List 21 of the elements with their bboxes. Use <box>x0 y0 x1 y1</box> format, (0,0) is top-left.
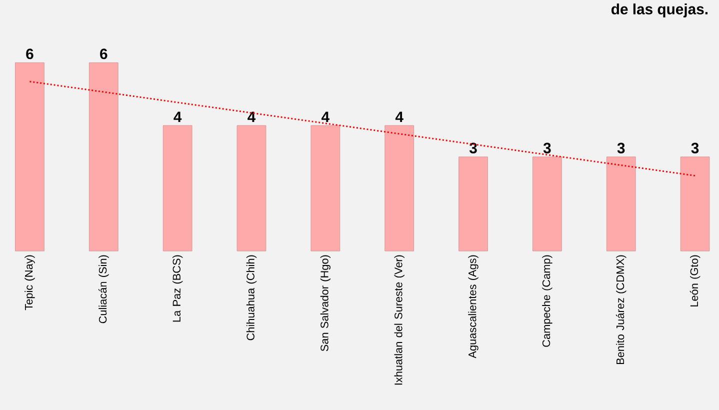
data-label: 6 <box>100 48 108 59</box>
data-label: 4 <box>248 112 256 122</box>
data-label: 4 <box>322 112 330 122</box>
data-label: 4 <box>174 112 182 122</box>
x-tick-label: Culiacán (Sin) <box>98 255 109 323</box>
data-label: 3 <box>617 142 625 154</box>
x-tick-label: Campeche (Camp) <box>542 255 552 347</box>
data-label: 3 <box>469 142 477 154</box>
x-tick-label: Aguascalientes (Ags) <box>468 255 478 358</box>
data-label: 6 <box>26 48 34 59</box>
x-tick-label: Benito Juárez (CDMX) <box>616 255 626 364</box>
data-label: 4 <box>395 112 404 122</box>
x-tick-label: León (Gto) <box>690 255 700 306</box>
data-label: 3 <box>691 142 699 154</box>
chart-title: de las quejas. <box>611 3 708 18</box>
x-tick-label: San Salvador (Hgo) <box>320 255 330 351</box>
data-label: 3 <box>543 142 551 154</box>
x-tick-label: Ixhuatlan del Sureste (Ver) <box>394 255 404 384</box>
x-tick-label: Chihuahua (Chih) <box>246 255 257 340</box>
x-tick-label: La Paz (BCS) <box>172 255 183 322</box>
x-tick-label: Tepic (Nay) <box>24 255 35 310</box>
